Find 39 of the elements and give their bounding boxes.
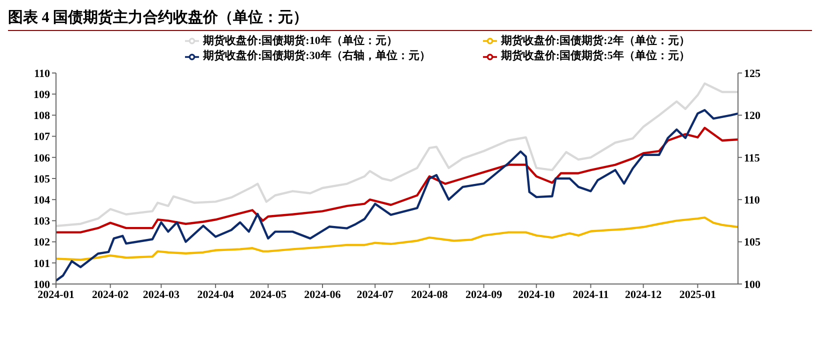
- y-tick-label: 106: [34, 152, 50, 164]
- x-tick-label: 2024-09: [465, 288, 503, 301]
- x-tick-label: 2024-11: [572, 288, 609, 301]
- y2-tick-label: 125: [744, 68, 761, 80]
- line-series: [56, 109, 738, 282]
- x-tick-label: 2024-07: [356, 288, 394, 301]
- y-tick-label: 107: [34, 131, 50, 144]
- line-series: [56, 82, 738, 228]
- x-tick-label: 2024-03: [142, 288, 180, 301]
- y-tick-label: 103: [34, 216, 50, 228]
- y-tick-label: 110: [34, 68, 50, 80]
- x-tick-label: 2024-08: [411, 288, 448, 301]
- y-tick-label: 105: [34, 173, 50, 186]
- chart-title: 图表 4 国债期货主力合约收盘价（单位：元）: [8, 8, 812, 31]
- y2-tick-label: 105: [744, 236, 761, 249]
- y2-tick-label: 120: [744, 110, 761, 122]
- legend-label: 期货收盘价:国债期货:2年（单位：元）: [501, 34, 691, 48]
- y-tick-label: 102: [34, 236, 50, 249]
- line-series: [56, 126, 738, 234]
- x-tick-label: 2024-06: [304, 288, 342, 301]
- x-tick-label: 2024-02: [92, 288, 130, 301]
- legend-label: 期货收盘价:国债期货:30年（右轴，单位：元）: [203, 48, 432, 64]
- line-series: [56, 216, 738, 261]
- x-tick-label: 2024-10: [518, 288, 556, 301]
- y-tick-label: 109: [34, 89, 50, 102]
- y2-tick-label: 115: [744, 152, 760, 164]
- x-tick-label: 2024-05: [250, 288, 287, 301]
- y-tick-label: 108: [34, 110, 50, 122]
- x-tick-label: 2024-12: [624, 288, 662, 301]
- y-tick-label: 100: [34, 278, 50, 291]
- x-tick-label: 2025-01: [679, 288, 716, 301]
- legend-label: 期货收盘价:国债期货:5年（单位：元）: [501, 48, 691, 64]
- y2-tick-label: 110: [744, 194, 760, 207]
- x-tick-label: 2024-01: [38, 288, 74, 301]
- y-tick-label: 101: [34, 258, 50, 270]
- y-tick-label: 104: [34, 194, 50, 207]
- legend-label: 期货收盘价:国债期货:10年（单位：元）: [203, 34, 398, 48]
- y2-tick-label: 100: [744, 278, 761, 291]
- x-tick-label: 2024-04: [197, 288, 234, 301]
